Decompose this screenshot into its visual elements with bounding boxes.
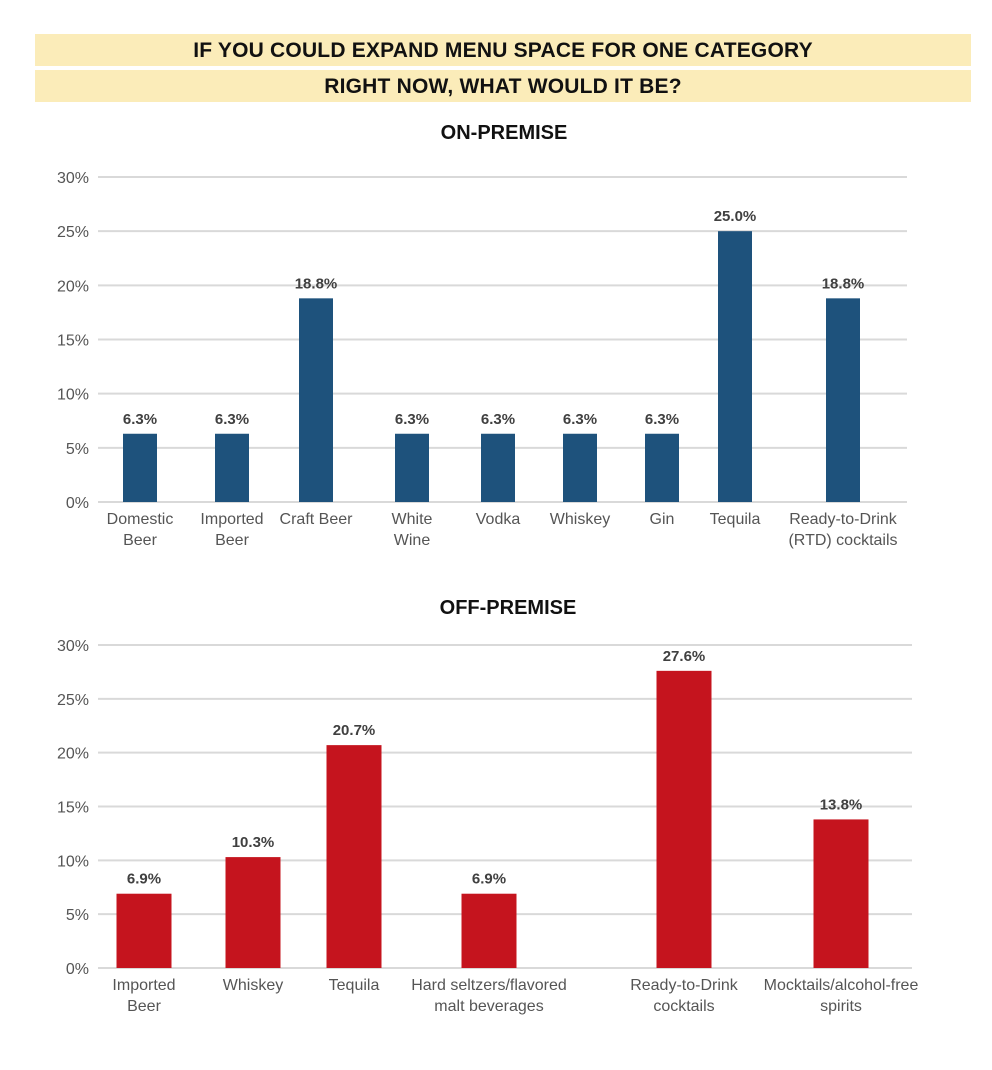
on-premise-data-label: 6.3%: [123, 411, 157, 428]
off-premise-data-label: 27.6%: [663, 648, 706, 665]
off-premise-category-label: Mocktails/alcohol-free spirits: [764, 977, 919, 1015]
on-premise-category-label-line: (RTD) cocktails: [788, 532, 897, 549]
on-premise-data-label: 6.3%: [215, 411, 249, 428]
on-premise-data-label: 25.0%: [714, 208, 757, 225]
on-premise-category-label-line: Domestic: [107, 511, 174, 528]
on-premise-category-label-line: Wine: [394, 532, 431, 549]
off-premise-bar: [116, 893, 172, 968]
on-premise-y-tick-label: 20%: [57, 278, 89, 295]
on-premise-category-label-line: Gin: [650, 511, 675, 528]
on-premise-category-label-line: Beer: [123, 532, 157, 549]
on-premise-category-label-line: White: [392, 511, 433, 528]
off-premise-category-label-line: Hard seltzers/flavored: [411, 977, 567, 994]
off-premise-data-label: 10.3%: [232, 834, 275, 851]
off-premise-category-label: Whiskey: [223, 977, 283, 994]
on-premise-category-label-line: Tequila: [710, 511, 761, 528]
on-premise-bar: [299, 298, 333, 502]
off-premise-bar: [656, 670, 712, 968]
on-premise-category-label: Craft Beer: [280, 511, 354, 528]
on-premise-data-label: 6.3%: [645, 411, 679, 428]
on-premise-category-label: White Wine: [392, 511, 433, 549]
on-premise-y-tick-label: 25%: [57, 224, 89, 241]
on-premise-data-label: 6.3%: [481, 411, 515, 428]
off-premise-category-label: Hard seltzers/flavored malt beverages: [411, 977, 567, 1015]
header-title-line-2: RIGHT NOW, WHAT WOULD IT BE?: [324, 75, 682, 98]
off-premise-category-label-line: malt beverages: [434, 998, 543, 1015]
on-premise-data-label: 18.8%: [295, 275, 338, 292]
on-premise-chart-title: ON-PREMISE: [440, 122, 568, 144]
on-premise-y-tick-label: 10%: [57, 387, 89, 404]
on-premise-y-tick-label: 30%: [57, 170, 89, 187]
on-premise-category-label: Imported Beer: [200, 511, 263, 549]
off-premise-category-label: Imported Beer: [112, 977, 175, 1015]
on-premise-category-label: Gin: [650, 511, 675, 528]
off-premise-bar: [461, 893, 517, 968]
off-premise-category-label-line: Ready-to-Drink: [630, 977, 739, 994]
off-premise-y-tick-label: 0%: [66, 961, 89, 978]
on-premise-bar: [563, 433, 597, 502]
on-premise-bar: [826, 298, 860, 502]
off-premise-data-label: 13.8%: [820, 796, 863, 813]
header-banner-line-1: IF YOU COULD EXPAND MENU SPACE FOR ONE C…: [35, 34, 971, 66]
off-premise-y-tick-label: 15%: [57, 800, 89, 817]
off-premise-bar: [813, 819, 869, 968]
off-premise-category-label-line: Whiskey: [223, 977, 283, 994]
on-premise-bar: [123, 433, 157, 502]
header-banner-line-2: RIGHT NOW, WHAT WOULD IT BE?: [35, 70, 971, 102]
off-premise-category-label-line: Mocktails/alcohol-free: [764, 977, 919, 994]
off-premise-y-tick-label: 25%: [57, 692, 89, 709]
on-premise-y-tick-label: 15%: [57, 333, 89, 350]
on-premise-y-tick-label: 0%: [66, 495, 89, 512]
on-premise-category-label: Whiskey: [550, 511, 610, 528]
on-premise-bar: [481, 433, 515, 502]
off-premise-y-tick-label: 10%: [57, 853, 89, 870]
off-premise-category-label-line: Beer: [127, 998, 161, 1015]
off-premise-y-tick-label: 20%: [57, 746, 89, 763]
on-premise-category-label: Ready-to-Drink (RTD) cocktails: [788, 511, 897, 549]
on-premise-category-label-line: Beer: [215, 532, 249, 549]
off-premise-category-label-line: Tequila: [329, 977, 380, 994]
on-premise-category-label-line: Whiskey: [550, 511, 610, 528]
off-premise-data-label: 20.7%: [333, 722, 376, 739]
off-premise-data-label: 6.9%: [127, 871, 161, 888]
off-premise-category-label-line: spirits: [820, 998, 862, 1015]
on-premise-category-label-line: Ready-to-Drink: [789, 511, 898, 528]
on-premise-category-label: Vodka: [476, 511, 521, 528]
on-premise-data-label: 6.3%: [563, 411, 597, 428]
off-premise-category-label-line: cocktails: [653, 998, 714, 1015]
on-premise-bar: [395, 433, 429, 502]
on-premise-category-label: Domestic Beer: [107, 511, 174, 549]
on-premise-bar: [215, 433, 249, 502]
off-premise-bar: [326, 745, 382, 968]
off-premise-data-label: 6.9%: [472, 871, 506, 888]
on-premise-y-tick-label: 5%: [66, 441, 89, 458]
on-premise-data-label: 18.8%: [822, 275, 865, 292]
on-premise-bar: [645, 433, 679, 502]
off-premise-chart-title: OFF-PREMISE: [439, 597, 577, 619]
on-premise-category-label-line: Craft Beer: [280, 511, 354, 528]
off-premise-y-tick-label: 5%: [66, 907, 89, 924]
off-premise-category-label-line: Imported: [112, 977, 175, 994]
on-premise-bar: [718, 231, 752, 502]
on-premise-category-label: Tequila: [710, 511, 761, 528]
on-premise-category-label-line: Vodka: [476, 511, 521, 528]
off-premise-y-tick-label: 30%: [57, 638, 89, 655]
off-premise-category-label: Tequila: [329, 977, 380, 994]
off-premise-bar: [225, 857, 281, 968]
header-title-line-1: IF YOU COULD EXPAND MENU SPACE FOR ONE C…: [193, 39, 813, 62]
on-premise-category-label-line: Imported: [200, 511, 263, 528]
off-premise-category-label: Ready-to-Drink cocktails: [630, 977, 739, 1015]
on-premise-data-label: 6.3%: [395, 411, 429, 428]
